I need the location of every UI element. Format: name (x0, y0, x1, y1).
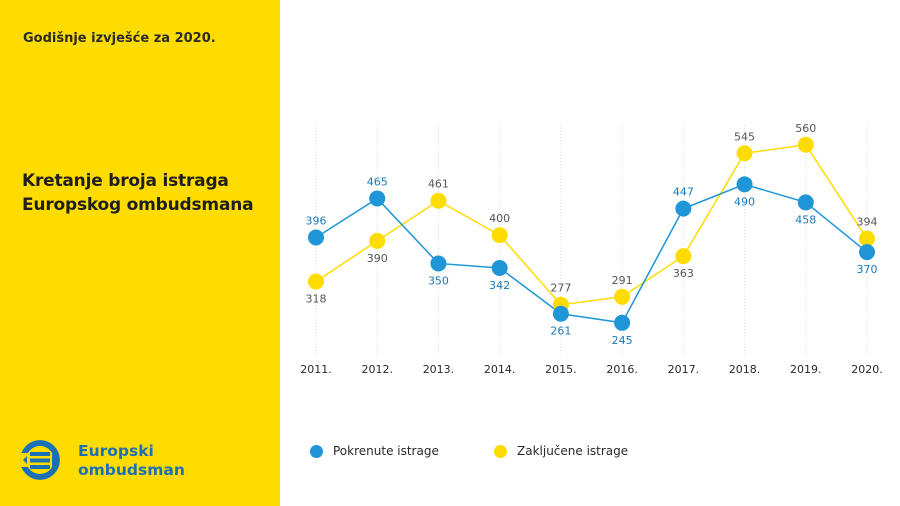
x-tick-label: 2014. (484, 363, 516, 376)
x-tick-label: 2017. (668, 363, 700, 376)
data-label: 490 (734, 195, 755, 208)
data-point (491, 227, 508, 244)
data-point (736, 176, 753, 193)
legend-label: Pokrenute istrage (333, 444, 439, 458)
x-tick-label: 2016. (606, 363, 638, 376)
data-point (675, 248, 692, 265)
chart-title-line1: Kretanje broja istraga (22, 171, 229, 191)
chart-title: Kretanje broja istraga Europskog ombudsm… (22, 169, 254, 217)
data-label: 390 (367, 252, 388, 265)
data-point (859, 244, 875, 261)
data-point (430, 255, 447, 272)
data-labels: 396 465 350 342 261 245 447 490 458 370 318 390 461 4… (306, 122, 878, 347)
data-label: 261 (550, 325, 571, 338)
data-point (308, 229, 324, 246)
grid-lines (315, 125, 868, 355)
data-point (614, 314, 631, 331)
data-label: 394 (857, 216, 878, 229)
logo-text-line1: Europski (78, 442, 154, 460)
data-point (797, 136, 814, 153)
x-tick-label: 2011. (300, 363, 332, 376)
legend-marker-yellow (494, 444, 507, 458)
data-label: 396 (306, 214, 327, 227)
data-point (797, 194, 814, 211)
series-line-pokrenute (315, 183, 868, 324)
data-label: 342 (489, 279, 510, 292)
data-label: 458 (795, 213, 816, 226)
data-label: 277 (550, 282, 571, 295)
data-label: 465 (367, 175, 388, 188)
logo-text: Europski ombudsman (78, 442, 185, 480)
x-tick-label: 2013. (423, 363, 455, 376)
report-label: Godišnje izvješće za 2020. (23, 31, 216, 46)
legend-item-zakljucene: Zaključene istrage (494, 444, 628, 458)
chart-title-line2: Europskog ombudsmana (22, 195, 254, 215)
x-tick-label: 2020. (851, 363, 883, 376)
data-point (859, 230, 875, 247)
data-point (614, 288, 631, 305)
data-label: 400 (489, 212, 510, 225)
x-tick-label: 2018. (729, 363, 761, 376)
line-chart: 396 465 350 342 261 245 447 490 458 370 318 390 461 4… (300, 122, 883, 376)
data-point (430, 192, 447, 209)
data-label: 363 (673, 267, 694, 280)
data-label: 318 (306, 293, 327, 306)
data-point (675, 200, 692, 217)
x-axis-tick-labels: 2011. 2012. 2013. 2014. 2015. 2016. 2017. 2018.… (300, 363, 883, 376)
data-label: 245 (612, 334, 633, 347)
series-lines (315, 143, 868, 324)
legend: Pokrenute istrage Zaključene istrage (280, 444, 900, 464)
x-tick-label: 2012. (361, 363, 393, 376)
series-line-zakljucene (315, 143, 868, 306)
legend-label: Zaključene istrage (517, 444, 629, 458)
data-point (552, 305, 569, 322)
data-point (736, 145, 753, 162)
data-label: 545 (734, 130, 755, 143)
x-tick-label: 2019. (790, 363, 822, 376)
data-point (369, 190, 386, 207)
logo-text-line2: ombudsman (78, 461, 185, 479)
data-point (369, 232, 386, 249)
data-label: 461 (428, 178, 449, 191)
data-label: 560 (795, 122, 816, 135)
legend-marker-blue (310, 444, 323, 458)
left-panel: Godišnje izvješće za 2020. Kretanje broj… (0, 0, 280, 506)
european-ombudsman-logo-icon (20, 440, 60, 480)
data-points (308, 136, 875, 331)
data-label: 350 (428, 274, 449, 287)
chart-area: 396 465 350 342 261 245 447 490 458 370 318 390 461 4… (280, 0, 900, 506)
legend-item-pokrenute: Pokrenute istrage (310, 444, 439, 458)
data-label: 447 (673, 186, 694, 199)
x-tick-label: 2015. (545, 363, 577, 376)
data-label: 370 (857, 263, 878, 276)
data-point (491, 259, 508, 276)
data-label: 291 (612, 274, 633, 287)
data-point (308, 273, 324, 290)
